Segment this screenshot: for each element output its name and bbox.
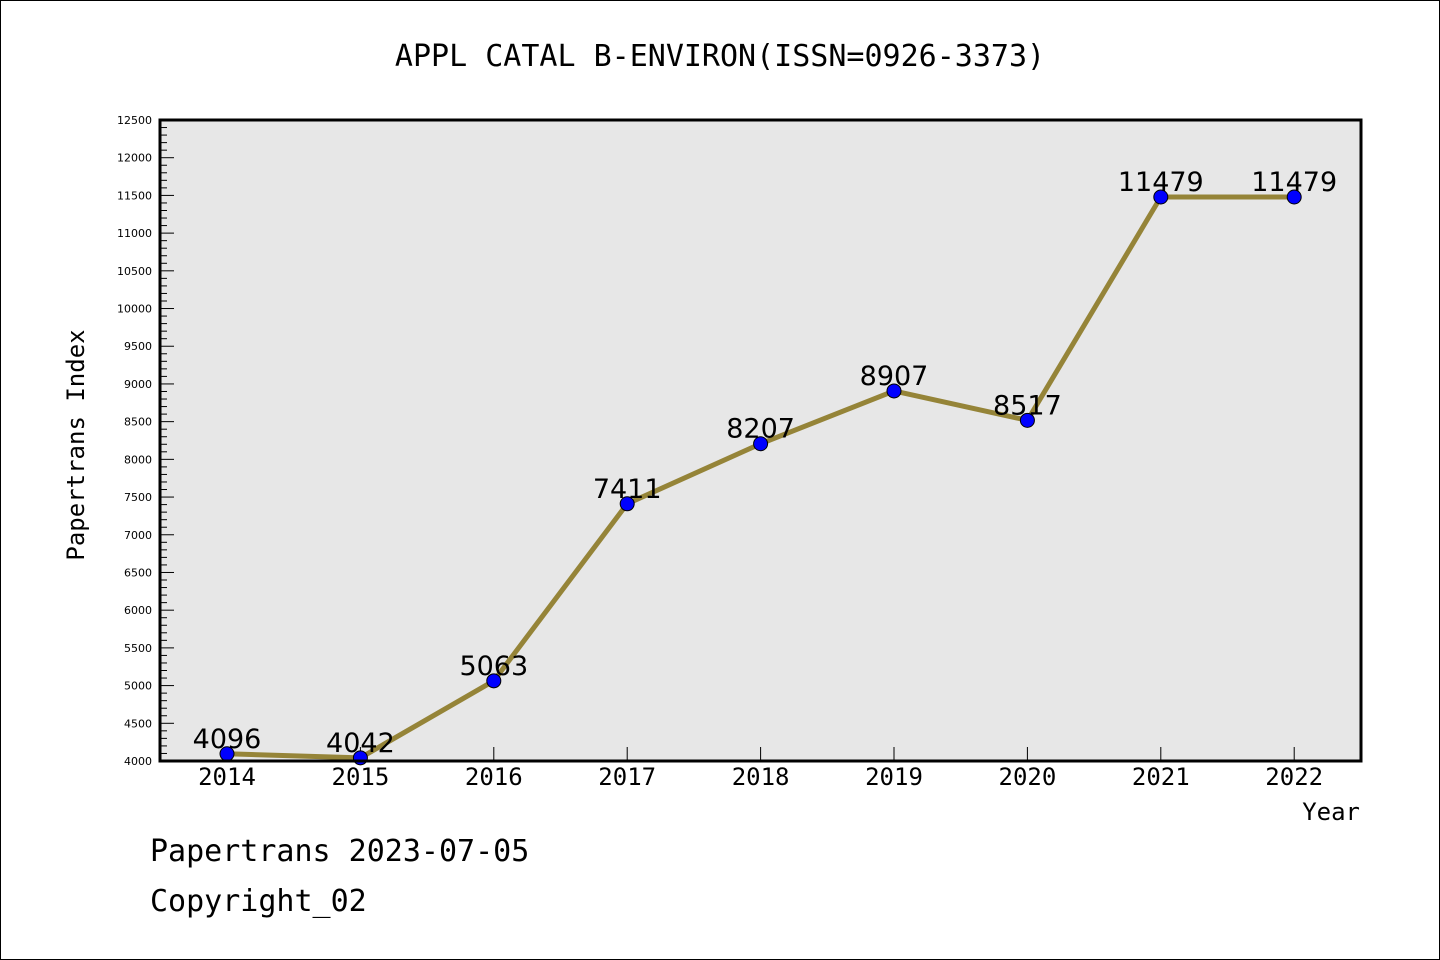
data-label: 8207 (726, 414, 795, 445)
data-label: 8907 (860, 361, 929, 392)
y-tick-label: 8500 (124, 416, 152, 429)
data-label: 4096 (193, 724, 262, 755)
footer-copyright: Copyright_02 (150, 884, 367, 919)
y-tick-label: 9000 (124, 378, 152, 391)
data-label: 8517 (993, 390, 1062, 421)
data-point (753, 436, 769, 452)
y-tick-label: 5500 (124, 642, 152, 655)
data-point (1153, 189, 1169, 205)
chart-title: APPL CATAL B-ENVIRON(ISSN=0926-3373) (395, 39, 1045, 74)
y-tick-label: 4000 (124, 755, 152, 768)
data-label: 11479 (1118, 167, 1204, 198)
data-label: 11479 (1251, 167, 1337, 198)
plot-border (158, 118, 1363, 763)
y-tick-label: 12000 (117, 152, 152, 165)
data-label: 7411 (593, 474, 662, 505)
data-point (619, 496, 635, 512)
x-tick-label: 2015 (332, 763, 390, 791)
y-tick-label: 5000 (124, 680, 152, 693)
x-axis-label: Year (1302, 798, 1360, 826)
y-tick-label: 10000 (117, 303, 152, 316)
x-tick-label: 2021 (1132, 763, 1190, 791)
y-tick-label: 7000 (124, 529, 152, 542)
x-tick-label: 2016 (465, 763, 523, 791)
data-label: 5063 (459, 651, 528, 682)
x-tick-label: 2017 (598, 763, 656, 791)
y-tick-label: 9500 (124, 340, 152, 353)
data-label: 4042 (326, 728, 395, 759)
y-tick-label: 11000 (117, 227, 152, 240)
y-tick-label: 8000 (124, 453, 152, 466)
data-point (1019, 412, 1035, 428)
data-point (486, 673, 502, 689)
x-tick-label: 2018 (732, 763, 790, 791)
data-point (1286, 189, 1302, 205)
y-tick-label: 7500 (124, 491, 152, 504)
x-tick-label: 2014 (198, 763, 256, 791)
y-tick-label: 6500 (124, 566, 152, 579)
y-tick-label: 6000 (124, 604, 152, 617)
data-point (886, 383, 902, 399)
x-axis: 2014 2015 2016 2017 2018 2019 2020 2021 2022 (198, 747, 1323, 791)
data-label-group: 4096 4042 5063 7411 8207 8907 8517 11479 11479 (193, 167, 1338, 759)
x-tick-label: 2022 (1265, 763, 1323, 791)
x-tick-label: 2019 (865, 763, 923, 791)
y-axis: 4000 4500 5000 5500 6000 6500 7000 7500 8000 8500… (117, 114, 174, 768)
x-tick-label: 2020 (999, 763, 1057, 791)
y-axis-label: Papertrans Index (62, 329, 90, 560)
footer-date: Papertrans 2023-07-05 (150, 834, 530, 869)
y-tick-label: 4500 (124, 717, 152, 730)
y-tick-label: 12500 (117, 114, 152, 127)
y-tick-label: 10500 (117, 265, 152, 278)
y-tick-label: 11500 (117, 189, 152, 202)
